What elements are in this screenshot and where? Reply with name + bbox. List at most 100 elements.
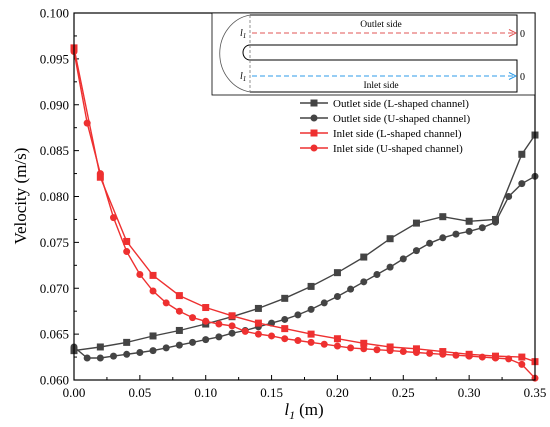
series-layer	[70, 44, 539, 382]
data-point	[136, 348, 144, 356]
legend-marker	[310, 99, 318, 107]
x-tick-label: 0.00	[63, 385, 86, 400]
x-tick-label: 0.30	[458, 385, 481, 400]
data-point	[386, 235, 394, 243]
x-axis-label: l1 (m)	[284, 400, 323, 422]
data-point	[518, 180, 526, 188]
data-point	[149, 271, 157, 279]
inset-l1-top-main: l	[240, 28, 243, 39]
legend-label: Outlet side (U-shaped channel)	[333, 113, 470, 125]
data-point	[175, 292, 183, 300]
data-point	[412, 345, 420, 353]
data-point	[96, 343, 104, 351]
data-point	[110, 214, 118, 222]
data-point	[307, 305, 315, 313]
data-point	[162, 344, 170, 352]
data-point	[123, 237, 131, 245]
data-point	[491, 218, 499, 226]
data-point	[228, 322, 236, 330]
data-point	[360, 339, 368, 347]
data-point	[465, 352, 473, 360]
data-point	[465, 227, 473, 235]
data-point	[478, 353, 486, 361]
x-axis-label-main: l	[284, 400, 289, 419]
legend-marker	[310, 114, 318, 122]
data-point	[83, 354, 91, 362]
legend-marker	[310, 129, 318, 137]
data-point	[452, 351, 460, 359]
y-tick-label: 0.075	[40, 235, 69, 250]
x-tick-label: 0.35	[524, 385, 547, 400]
inset-outlet-label: Outlet side	[360, 20, 401, 30]
data-point	[439, 234, 447, 242]
data-point	[478, 224, 486, 232]
data-point	[149, 347, 157, 355]
data-point	[333, 293, 341, 301]
data-point	[399, 255, 407, 263]
x-tick-label: 0.15	[260, 385, 283, 400]
data-point	[347, 344, 355, 352]
data-point	[386, 343, 394, 351]
data-point	[386, 347, 394, 355]
inset-arc-inner	[242, 44, 251, 61]
data-point	[360, 253, 368, 261]
data-point	[149, 332, 157, 340]
data-point	[505, 193, 513, 200]
data-point	[386, 263, 394, 271]
data-point	[202, 336, 210, 344]
y-tick-label: 0.070	[40, 281, 69, 296]
data-point	[320, 299, 328, 307]
data-point	[281, 335, 289, 343]
data-point	[426, 349, 434, 357]
data-point	[110, 352, 118, 360]
data-point	[215, 333, 223, 341]
inset-frame	[211, 12, 536, 96]
y-tick-label: 0.085	[40, 143, 69, 158]
y-tick-label: 0.095	[40, 51, 69, 66]
data-point	[281, 325, 289, 333]
y-tick-label: 0.060	[40, 373, 69, 388]
data-point	[123, 350, 131, 358]
data-point	[465, 217, 473, 225]
data-point	[307, 338, 315, 346]
data-point	[189, 338, 197, 346]
x-tick-label: 0.05	[128, 385, 151, 400]
data-point	[228, 329, 236, 337]
data-point	[215, 320, 223, 328]
data-point	[373, 270, 381, 278]
data-point	[254, 330, 262, 338]
data-point	[136, 270, 144, 278]
data-point	[175, 307, 183, 315]
data-point	[491, 354, 499, 362]
inset-zero-bottom: 0	[520, 72, 525, 83]
data-point	[241, 327, 249, 335]
data-point	[412, 348, 420, 356]
data-point	[123, 338, 131, 346]
data-point	[333, 342, 341, 350]
data-point	[294, 337, 302, 345]
series-line	[73, 134, 536, 352]
x-tick-label: 0.10	[194, 385, 217, 400]
data-point	[518, 353, 526, 361]
outlet-arrow-head	[508, 29, 518, 37]
axis-ticks: 0.00 0.05 0.10 0.15 0.20 0.25 0.30 0.35 0.060 0.0…	[40, 6, 547, 401]
data-point	[149, 287, 157, 295]
data-point	[333, 335, 341, 343]
data-point	[268, 332, 276, 340]
data-point	[333, 269, 341, 277]
x-tick-label: 0.25	[392, 385, 415, 400]
legend: Outlet side (L-shaped channel) Outlet sid…	[300, 98, 470, 155]
data-point	[439, 350, 447, 358]
data-point	[518, 360, 526, 368]
legend-label: Outlet side (L-shaped channel)	[333, 98, 469, 110]
series-line	[73, 175, 536, 359]
data-point	[360, 278, 368, 286]
series-4	[70, 48, 539, 382]
y-axis-label: Velocity (m/s)	[11, 148, 30, 245]
inset-l1-bottom-sub: 1	[243, 75, 247, 83]
legend-label: Inlet side (L-shaped channel)	[333, 128, 462, 140]
data-point	[96, 354, 104, 362]
data-point	[281, 315, 289, 323]
y-tick-label: 0.080	[40, 189, 69, 204]
